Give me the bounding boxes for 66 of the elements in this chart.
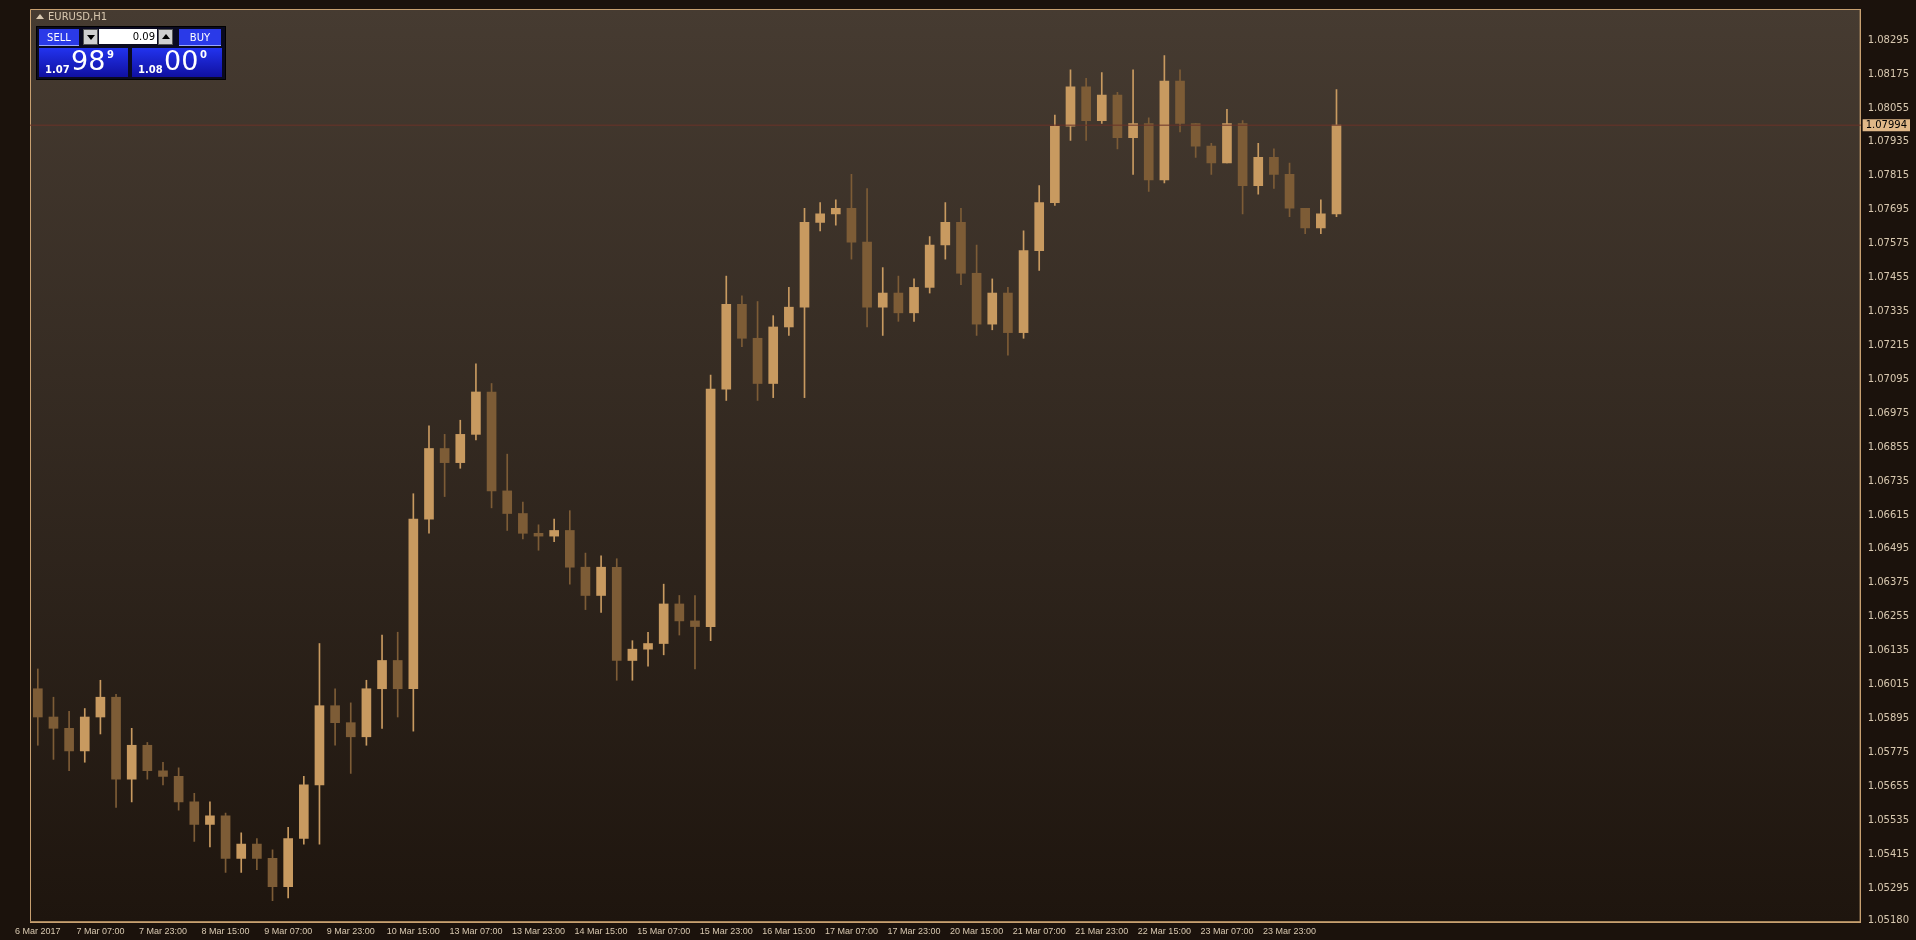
- annotation: 1.08: [138, 64, 163, 75]
- x-tick-label: 23 Mar 23:00: [1263, 926, 1317, 937]
- x-tick-label: 17 Mar 23:00: [887, 926, 941, 937]
- x-tick-label: 15 Mar 07:00: [637, 926, 691, 937]
- candlestick: [1128, 69, 1138, 175]
- x-tick-label: 13 Mar 23:00: [511, 926, 566, 937]
- y-tick-label: 1.05895: [1867, 712, 1910, 724]
- y-tick-label: 1.06255: [1867, 610, 1910, 622]
- x-tick-label: 20 Mar 15:00: [950, 926, 1004, 937]
- candlestick: [643, 631, 653, 667]
- y-tick-label: 1.06735: [1867, 474, 1910, 486]
- y-tick-label: 1.08295: [1867, 33, 1910, 45]
- y-tick-label: 1.08055: [1867, 101, 1910, 113]
- y-tick-label: 1.06375: [1867, 576, 1910, 588]
- y-tick-label: 1.07455: [1867, 271, 1910, 283]
- y-tick-label: 1.06855: [1867, 440, 1910, 452]
- x-tick-label: 22 Mar 15:00: [1137, 926, 1191, 937]
- x-tick-label: 7 Mar 23:00: [138, 926, 188, 937]
- annotation: 98: [71, 45, 106, 76]
- y-tick-label: 1.05415: [1867, 847, 1910, 859]
- y-tick-label: 1.05295: [1867, 881, 1910, 893]
- y-tick-label: 1.06975: [1867, 406, 1910, 418]
- annotation: 9: [107, 49, 114, 60]
- x-tick-label: 14 Mar 15:00: [574, 926, 628, 937]
- y-tick-label: 1.07215: [1867, 338, 1910, 350]
- x-tick-label: 9 Mar 23:00: [326, 926, 375, 937]
- y-tick-label: 1.07695: [1867, 203, 1910, 215]
- x-tick-label: 9 Mar 07:00: [264, 926, 313, 937]
- annotation: 00: [164, 45, 199, 76]
- annotation: SELL: [39, 29, 79, 46]
- annotation: BUY: [179, 29, 221, 46]
- y-tick-label: 1.05655: [1867, 779, 1910, 791]
- x-tick-label: 7 Mar 07:00: [76, 926, 125, 937]
- candlestick: [877, 267, 888, 336]
- y-tick-label: 1.07815: [1867, 169, 1910, 181]
- x-tick-label: 16 Mar 15:00: [762, 926, 816, 937]
- y-tick-label: 1.05180: [1867, 914, 1910, 926]
- annotation: 0.09: [99, 29, 157, 44]
- y-tick-label: 1.08175: [1867, 67, 1910, 79]
- y-tick-label: 1.07335: [1867, 305, 1910, 317]
- x-tick-label: 10 Mar 15:00: [386, 926, 440, 937]
- y-tick-label: 1.05775: [1867, 745, 1910, 757]
- candlestick: [830, 199, 841, 226]
- ref-line-label: 1.07994: [1865, 118, 1908, 130]
- y-tick-label: 1.06495: [1867, 542, 1910, 554]
- x-tick-label: 17 Mar 07:00: [824, 926, 878, 937]
- y-tick-label: 1.06135: [1867, 644, 1910, 656]
- candlestick: [690, 595, 700, 670]
- x-tick-label: 23 Mar 07:00: [1200, 926, 1254, 937]
- y-tick-label: 1.07575: [1867, 237, 1910, 249]
- candlestick: [345, 702, 356, 774]
- y-tick-label: 1.06615: [1867, 508, 1910, 520]
- annotation: 1.07: [45, 64, 70, 75]
- y-tick-label: 1.07095: [1867, 372, 1910, 384]
- y-tick-label: 1.06015: [1867, 678, 1910, 690]
- x-tick-label: 21 Mar 07:00: [1012, 926, 1066, 937]
- annotation: 0: [200, 49, 207, 60]
- x-tick-label: 13 Mar 07:00: [449, 926, 503, 937]
- x-tick-label: 21 Mar 23:00: [1075, 926, 1129, 937]
- x-tick-label: 8 Mar 15:00: [201, 926, 250, 937]
- candlestick: [205, 801, 215, 848]
- x-tick-label: 15 Mar 23:00: [699, 926, 753, 937]
- y-tick-label: 1.05535: [1867, 813, 1910, 825]
- y-tick-label: 1.07935: [1867, 135, 1910, 147]
- chart-title: EURUSD,H1: [48, 11, 108, 22]
- x-tick-label: 6 Mar 2017: [15, 926, 61, 937]
